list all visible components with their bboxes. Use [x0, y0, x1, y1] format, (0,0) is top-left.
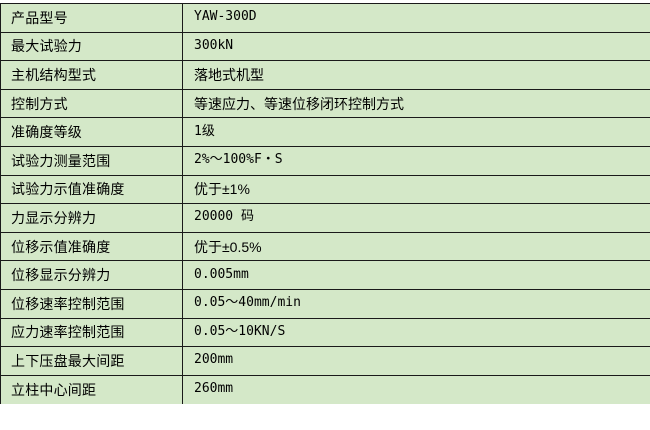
spec-value-cell: 0.05～10KN/S — [183, 318, 650, 347]
spec-label-cell: 上下压盘最大间距 — [1, 347, 183, 376]
spec-value-cell: 等速应力、等速位移闭环控制方式 — [183, 89, 650, 118]
table-row: 主机结构型式落地式机型 — [1, 61, 650, 90]
spec-value-cell: 优于±1% — [183, 175, 650, 204]
spec-value-cell: 2%～100%F・S — [183, 146, 650, 175]
table-row: 位移示值准确度优于±0.5% — [1, 232, 650, 261]
spec-label-cell: 准确度等级 — [1, 118, 183, 147]
spec-value-cell: 0.05～40mm/min — [183, 289, 650, 318]
spec-label-cell: 控制方式 — [1, 89, 183, 118]
spec-value-cell: 300kN — [183, 32, 650, 61]
spec-value-cell: 200mm — [183, 347, 650, 376]
spec-label-cell: 应力速率控制范围 — [1, 318, 183, 347]
table-row: 控制方式等速应力、等速位移闭环控制方式 — [1, 89, 650, 118]
spec-label-cell: 位移速率控制范围 — [1, 289, 183, 318]
spec-label-cell: 产品型号 — [1, 4, 183, 33]
spec-label-cell: 试验力示值准确度 — [1, 175, 183, 204]
spec-value-cell: YAW-300D — [183, 4, 650, 33]
spec-value-cell: 20000 码 — [183, 204, 650, 233]
spec-label-cell: 主机结构型式 — [1, 61, 183, 90]
spec-label-cell: 最大试验力 — [1, 32, 183, 61]
spec-label-cell: 立柱中心间距 — [1, 375, 183, 404]
spec-value-cell: 落地式机型 — [183, 61, 650, 90]
spec-label-cell: 试验力测量范围 — [1, 146, 183, 175]
spec-value-cell: 优于±0.5% — [183, 232, 650, 261]
spec-label-cell: 位移示值准确度 — [1, 232, 183, 261]
table-row: 试验力示值准确度优于±1% — [1, 175, 650, 204]
spec-value-cell: 0.005mm — [183, 261, 650, 290]
spec-value-cell: 1级 — [183, 118, 650, 147]
spec-label-cell: 位移显示分辨力 — [1, 261, 183, 290]
spec-value-cell: 260mm — [183, 375, 650, 404]
spec-label-cell: 力显示分辨力 — [1, 204, 183, 233]
